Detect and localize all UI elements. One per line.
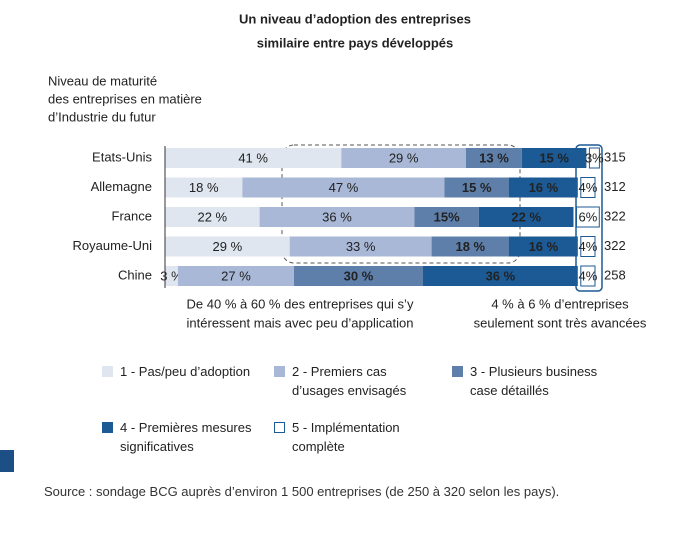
value-label: 4% xyxy=(579,239,598,254)
y-tick-label: Allemagne xyxy=(91,179,152,194)
value-label: 15 % xyxy=(462,180,492,195)
chart-title: similaire entre pays développés xyxy=(257,35,454,50)
y-tick-label: Royaume-Uni xyxy=(73,238,153,253)
value-label: 3% xyxy=(585,150,604,165)
y-axis-title: des entreprises en matière xyxy=(48,91,202,106)
value-label: 15% xyxy=(434,209,460,224)
y-axis-title: Niveau de maturité xyxy=(48,73,157,88)
bar-segment xyxy=(177,266,294,286)
bar-segment xyxy=(478,207,574,227)
value-label: 30 % xyxy=(344,268,374,283)
annotation: intéressent mais avec peu d’application xyxy=(187,315,414,330)
value-label: 29 % xyxy=(213,239,243,254)
value-label: 4% xyxy=(579,268,598,283)
value-label: 16 % xyxy=(529,239,559,254)
value-label: 27 % xyxy=(221,268,251,283)
highlight-box xyxy=(281,144,521,264)
bar-segment xyxy=(294,266,423,286)
annotation: De 40 % à 60 % des entreprises qui s’y xyxy=(187,296,414,311)
bar-segment xyxy=(466,148,522,168)
y-tick-label: Chine xyxy=(118,267,152,282)
legend-swatch xyxy=(102,422,113,433)
bar-segment xyxy=(588,147,600,169)
value-label: 18 % xyxy=(189,180,219,195)
value-label: 18 % xyxy=(455,239,485,254)
value-label: 3 % xyxy=(160,268,183,283)
y-tick-label: Etats-Unis xyxy=(92,149,152,164)
value-label: 47 % xyxy=(329,180,359,195)
bar-segment xyxy=(289,236,432,257)
page-number-box xyxy=(0,450,14,472)
bar-segment xyxy=(165,177,243,198)
y-tick-label: France xyxy=(112,208,152,223)
total-label: 258 xyxy=(604,267,626,282)
value-label: 33 % xyxy=(346,239,376,254)
value-label: 36 % xyxy=(322,209,352,224)
bar-segment xyxy=(580,177,596,198)
value-label: 16 % xyxy=(529,180,559,195)
bar-segment xyxy=(576,206,600,228)
value-label: 22 % xyxy=(511,209,541,224)
legend-swatch xyxy=(274,366,285,377)
bar-segment xyxy=(165,266,178,286)
legend-swatch xyxy=(274,422,285,433)
bar-segment xyxy=(165,148,342,168)
bar-segment xyxy=(580,265,596,287)
value-label: 29 % xyxy=(389,150,419,165)
value-label: 13 % xyxy=(479,150,509,165)
y-axis-title: d’Industrie du futur xyxy=(48,109,156,124)
bar-segment xyxy=(341,148,466,168)
bar-segment xyxy=(165,236,290,257)
bar-segment xyxy=(242,177,445,198)
total-label: 322 xyxy=(604,208,626,223)
bar-segment xyxy=(414,207,479,227)
value-label: 6% xyxy=(579,209,598,224)
bar-segment xyxy=(165,207,260,227)
total-label: 312 xyxy=(604,179,626,194)
bar-segment xyxy=(431,236,509,257)
legend-label: 1 - Pas/peu d’adoption xyxy=(120,364,251,379)
value-label: 15 % xyxy=(539,150,569,165)
value-label: 4% xyxy=(579,180,598,195)
bar-segment xyxy=(580,236,596,257)
legend-swatch xyxy=(102,366,113,377)
value-label: 36 % xyxy=(486,268,516,283)
legend-label: 5 - Implémentation complète xyxy=(292,420,400,454)
source: Source : sondage BCG auprès d’environ 1 … xyxy=(44,484,560,499)
bar-segment xyxy=(509,177,578,198)
bar-segment xyxy=(521,148,587,168)
annotation: 4 % à 6 % d’entreprises xyxy=(491,296,629,311)
value-label: 22 % xyxy=(197,209,227,224)
legend-label: 3 - Plusieurs business case détaillés xyxy=(470,364,598,398)
legend-label: 4 - Premières mesures significatives xyxy=(120,420,252,454)
chart-title: Un niveau d’adoption des entreprises xyxy=(239,11,471,26)
legend-swatch xyxy=(452,366,463,377)
legend-label: 2 - Premiers cas d’usages envisagés xyxy=(292,364,407,398)
total-label: 322 xyxy=(604,238,626,253)
value-label: 41 % xyxy=(238,150,268,165)
annotation: seulement sont très avancées xyxy=(474,315,647,330)
bar-segment xyxy=(259,207,415,227)
bar-segment xyxy=(509,236,578,257)
total-label: 315 xyxy=(604,149,626,164)
bar-segment xyxy=(444,177,509,198)
highlight-box xyxy=(575,144,603,292)
bar-segment xyxy=(423,266,578,286)
